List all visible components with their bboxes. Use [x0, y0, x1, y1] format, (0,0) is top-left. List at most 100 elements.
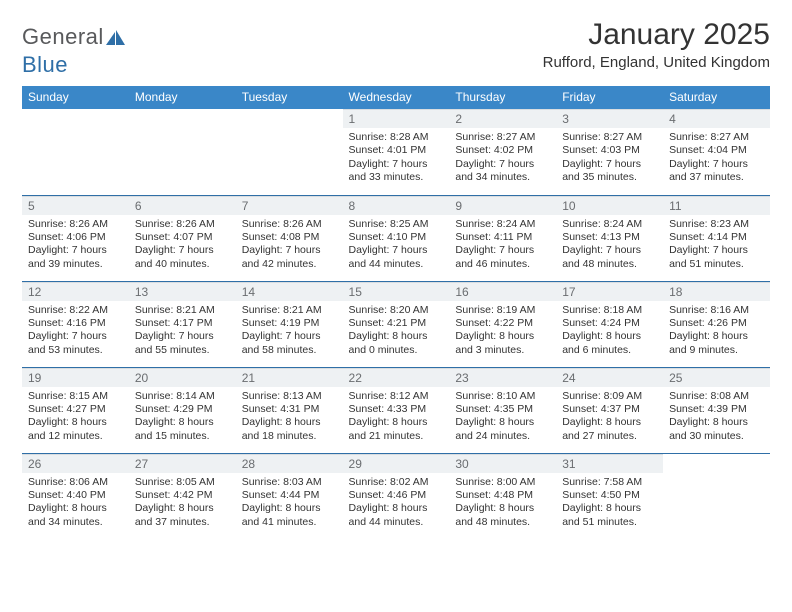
day-number: 9 — [449, 196, 556, 215]
day-details: Sunrise: 8:24 AMSunset: 4:11 PMDaylight:… — [449, 215, 556, 274]
daylight-line-2: and 51 minutes. — [669, 258, 766, 271]
weekday-header: Saturday — [663, 86, 770, 109]
sunset-line: Sunset: 4:19 PM — [242, 317, 339, 330]
day-number: 3 — [556, 109, 663, 128]
daylight-line-2: and 18 minutes. — [242, 430, 339, 443]
day-details: Sunrise: 8:03 AMSunset: 4:44 PMDaylight:… — [236, 473, 343, 532]
daylight-line-2: and 15 minutes. — [135, 430, 232, 443]
logo-text-blue: Blue — [22, 52, 68, 77]
calendar-day-cell: 10Sunrise: 8:24 AMSunset: 4:13 PMDayligh… — [556, 195, 663, 281]
day-number: 14 — [236, 282, 343, 301]
weekday-header: Sunday — [22, 86, 129, 109]
calendar-day-cell: 20Sunrise: 8:14 AMSunset: 4:29 PMDayligh… — [129, 367, 236, 453]
sunrise-line: Sunrise: 8:10 AM — [455, 390, 552, 403]
calendar-day-cell: 3Sunrise: 8:27 AMSunset: 4:03 PMDaylight… — [556, 109, 663, 195]
page-title: January 2025 — [543, 18, 770, 52]
day-number: 15 — [343, 282, 450, 301]
daylight-line-2: and 41 minutes. — [242, 516, 339, 529]
day-number: 25 — [663, 368, 770, 387]
weekday-header: Tuesday — [236, 86, 343, 109]
calendar-day-cell: 22Sunrise: 8:12 AMSunset: 4:33 PMDayligh… — [343, 367, 450, 453]
day-number: 18 — [663, 282, 770, 301]
day-details: Sunrise: 8:16 AMSunset: 4:26 PMDaylight:… — [663, 301, 770, 360]
day-details: Sunrise: 8:05 AMSunset: 4:42 PMDaylight:… — [129, 473, 236, 532]
calendar-day-cell — [236, 109, 343, 195]
calendar-day-cell: 30Sunrise: 8:00 AMSunset: 4:48 PMDayligh… — [449, 453, 556, 539]
day-details: Sunrise: 8:00 AMSunset: 4:48 PMDaylight:… — [449, 473, 556, 532]
sunrise-line: Sunrise: 8:12 AM — [349, 390, 446, 403]
day-details: Sunrise: 8:10 AMSunset: 4:35 PMDaylight:… — [449, 387, 556, 446]
day-details: Sunrise: 8:15 AMSunset: 4:27 PMDaylight:… — [22, 387, 129, 446]
daylight-line-1: Daylight: 8 hours — [28, 502, 125, 515]
calendar-day-cell: 18Sunrise: 8:16 AMSunset: 4:26 PMDayligh… — [663, 281, 770, 367]
sunset-line: Sunset: 4:08 PM — [242, 231, 339, 244]
daylight-line-1: Daylight: 8 hours — [562, 330, 659, 343]
calendar-day-cell: 1Sunrise: 8:28 AMSunset: 4:01 PMDaylight… — [343, 109, 450, 195]
sunset-line: Sunset: 4:24 PM — [562, 317, 659, 330]
daylight-line-1: Daylight: 7 hours — [349, 244, 446, 257]
sunrise-line: Sunrise: 8:15 AM — [28, 390, 125, 403]
daylight-line-2: and 33 minutes. — [349, 171, 446, 184]
day-number: 16 — [449, 282, 556, 301]
weekday-header: Thursday — [449, 86, 556, 109]
calendar-day-cell — [663, 453, 770, 539]
daylight-line-2: and 53 minutes. — [28, 344, 125, 357]
daylight-line-2: and 46 minutes. — [455, 258, 552, 271]
weekday-header: Friday — [556, 86, 663, 109]
day-details: Sunrise: 8:08 AMSunset: 4:39 PMDaylight:… — [663, 387, 770, 446]
calendar-week-row: 12Sunrise: 8:22 AMSunset: 4:16 PMDayligh… — [22, 281, 770, 367]
sunrise-line: Sunrise: 8:28 AM — [349, 131, 446, 144]
calendar-day-cell: 12Sunrise: 8:22 AMSunset: 4:16 PMDayligh… — [22, 281, 129, 367]
sunrise-line: Sunrise: 8:16 AM — [669, 304, 766, 317]
daylight-line-2: and 44 minutes. — [349, 516, 446, 529]
weekday-header-row: Sunday Monday Tuesday Wednesday Thursday… — [22, 86, 770, 109]
day-number: 17 — [556, 282, 663, 301]
sunset-line: Sunset: 4:03 PM — [562, 144, 659, 157]
calendar-day-cell: 14Sunrise: 8:21 AMSunset: 4:19 PMDayligh… — [236, 281, 343, 367]
day-details: Sunrise: 8:21 AMSunset: 4:19 PMDaylight:… — [236, 301, 343, 360]
daylight-line-1: Daylight: 7 hours — [562, 158, 659, 171]
sunset-line: Sunset: 4:31 PM — [242, 403, 339, 416]
day-details: Sunrise: 8:18 AMSunset: 4:24 PMDaylight:… — [556, 301, 663, 360]
day-details: Sunrise: 8:19 AMSunset: 4:22 PMDaylight:… — [449, 301, 556, 360]
calendar-day-cell: 4Sunrise: 8:27 AMSunset: 4:04 PMDaylight… — [663, 109, 770, 195]
daylight-line-1: Daylight: 7 hours — [28, 330, 125, 343]
page-subtitle: Rufford, England, United Kingdom — [543, 54, 770, 71]
sunset-line: Sunset: 4:16 PM — [28, 317, 125, 330]
day-details: Sunrise: 8:28 AMSunset: 4:01 PMDaylight:… — [343, 128, 450, 187]
sunset-line: Sunset: 4:01 PM — [349, 144, 446, 157]
calendar-day-cell: 29Sunrise: 8:02 AMSunset: 4:46 PMDayligh… — [343, 453, 450, 539]
daylight-line-2: and 48 minutes. — [455, 516, 552, 529]
day-number: 30 — [449, 454, 556, 473]
calendar-day-cell: 19Sunrise: 8:15 AMSunset: 4:27 PMDayligh… — [22, 367, 129, 453]
daylight-line-1: Daylight: 7 hours — [242, 330, 339, 343]
daylight-line-1: Daylight: 8 hours — [349, 416, 446, 429]
daylight-line-1: Daylight: 7 hours — [455, 158, 552, 171]
day-number: 28 — [236, 454, 343, 473]
sunset-line: Sunset: 4:44 PM — [242, 489, 339, 502]
day-number: 11 — [663, 196, 770, 215]
sunset-line: Sunset: 4:06 PM — [28, 231, 125, 244]
sunset-line: Sunset: 4:46 PM — [349, 489, 446, 502]
day-number: 19 — [22, 368, 129, 387]
sunset-line: Sunset: 4:27 PM — [28, 403, 125, 416]
calendar-day-cell: 31Sunrise: 7:58 AMSunset: 4:50 PMDayligh… — [556, 453, 663, 539]
sunset-line: Sunset: 4:42 PM — [135, 489, 232, 502]
weekday-header: Monday — [129, 86, 236, 109]
daylight-line-1: Daylight: 8 hours — [349, 502, 446, 515]
day-number: 13 — [129, 282, 236, 301]
sunrise-line: Sunrise: 8:23 AM — [669, 218, 766, 231]
daylight-line-1: Daylight: 7 hours — [455, 244, 552, 257]
sunset-line: Sunset: 4:26 PM — [669, 317, 766, 330]
daylight-line-1: Daylight: 8 hours — [242, 502, 339, 515]
daylight-line-1: Daylight: 7 hours — [135, 330, 232, 343]
calendar-day-cell — [22, 109, 129, 195]
calendar-day-cell: 27Sunrise: 8:05 AMSunset: 4:42 PMDayligh… — [129, 453, 236, 539]
day-details: Sunrise: 8:23 AMSunset: 4:14 PMDaylight:… — [663, 215, 770, 274]
daylight-line-2: and 48 minutes. — [562, 258, 659, 271]
calendar-day-cell: 15Sunrise: 8:20 AMSunset: 4:21 PMDayligh… — [343, 281, 450, 367]
day-details: Sunrise: 8:26 AMSunset: 4:07 PMDaylight:… — [129, 215, 236, 274]
header: General Blue January 2025 Rufford, Engla… — [22, 18, 770, 78]
daylight-line-1: Daylight: 7 hours — [135, 244, 232, 257]
sunrise-line: Sunrise: 8:20 AM — [349, 304, 446, 317]
